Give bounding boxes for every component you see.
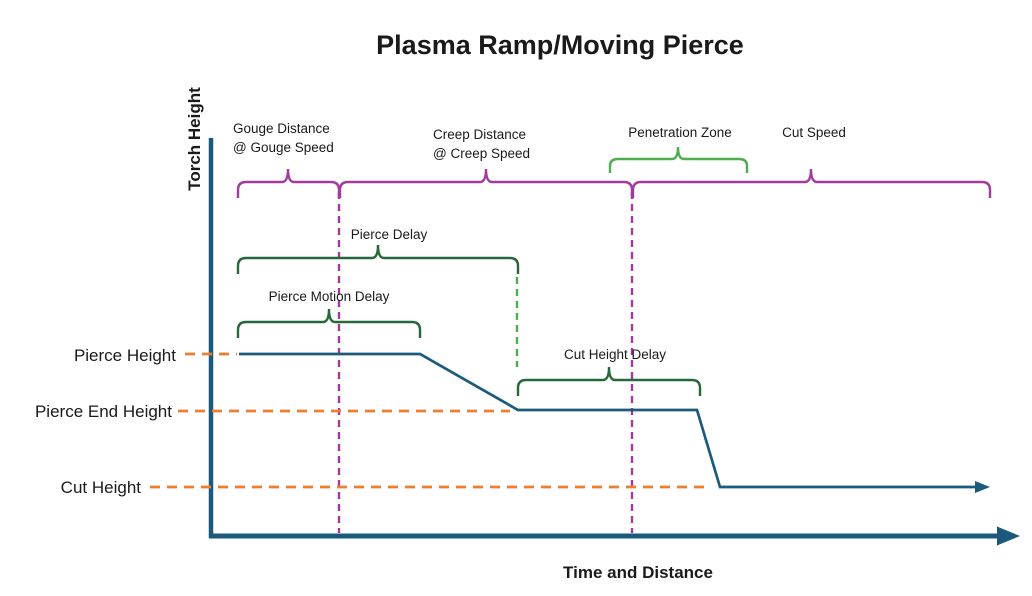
label-cut-height: Cut Height xyxy=(61,478,142,497)
label-penetration-zone: Penetration Zone xyxy=(628,125,732,140)
y-axis-label: Torch Height xyxy=(185,87,204,191)
brace-penetration-zone xyxy=(608,146,749,173)
brace-pierce-delay xyxy=(236,244,520,274)
penetration-zone-group xyxy=(515,146,749,367)
label-gouge-distance-line1: Gouge Distance xyxy=(233,121,330,136)
brace-gouge-distance xyxy=(236,168,341,198)
label-pierce-end-height: Pierce End Height xyxy=(35,402,172,421)
brace-cut-speed xyxy=(631,168,992,198)
x-axis-label: Time and Distance xyxy=(563,563,713,582)
brace-creep-distance xyxy=(338,168,634,198)
brace-pierce-motion-delay xyxy=(236,308,422,338)
label-pierce-height: Pierce Height xyxy=(74,346,176,365)
speed-zone-braces xyxy=(236,168,992,533)
torch-profile-arrow-icon xyxy=(975,481,990,493)
torch-profile-line xyxy=(239,352,977,489)
axes xyxy=(208,138,1000,539)
x-axis-arrow-icon xyxy=(997,526,1020,546)
label-cut-speed: Cut Speed xyxy=(782,125,846,140)
brace-cut-height-delay xyxy=(516,366,702,396)
label-pierce-motion-delay: Pierce Motion Delay xyxy=(269,289,390,304)
label-cut-height-delay: Cut Height Delay xyxy=(564,347,666,362)
height-reference-lines xyxy=(150,352,708,489)
label-gouge-distance-line2: @ Gouge Speed xyxy=(233,140,334,155)
delay-braces xyxy=(236,244,702,396)
label-creep-distance-line2: @ Creep Speed xyxy=(433,146,530,161)
label-creep-distance-line1: Creep Distance xyxy=(433,127,526,142)
page-title: Plasma Ramp/Moving Pierce xyxy=(376,30,744,60)
label-pierce-delay: Pierce Delay xyxy=(351,227,428,242)
